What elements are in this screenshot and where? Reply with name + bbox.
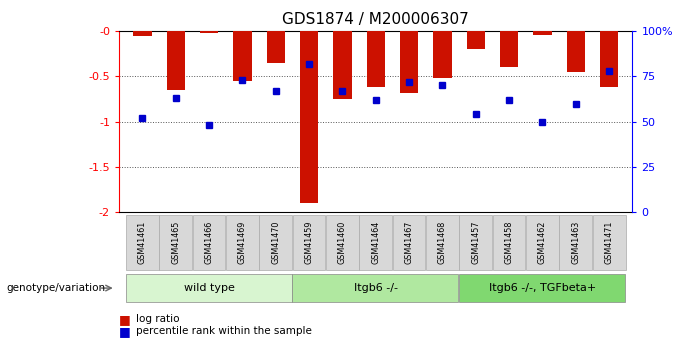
Bar [300, 31, 318, 203]
Text: GSM41469: GSM41469 [238, 221, 247, 264]
Text: log ratio: log ratio [136, 314, 180, 324]
FancyBboxPatch shape [359, 215, 392, 270]
FancyBboxPatch shape [192, 215, 226, 270]
Text: GSM41465: GSM41465 [171, 221, 180, 264]
Title: GDS1874 / M200006307: GDS1874 / M200006307 [282, 12, 469, 27]
Bar [433, 31, 452, 78]
FancyBboxPatch shape [292, 274, 458, 302]
FancyBboxPatch shape [492, 215, 526, 270]
FancyBboxPatch shape [526, 215, 559, 270]
Bar [200, 31, 218, 33]
Bar [133, 31, 152, 36]
FancyBboxPatch shape [126, 274, 292, 302]
Bar [367, 31, 385, 87]
FancyBboxPatch shape [459, 274, 625, 302]
Text: GSM41467: GSM41467 [405, 221, 413, 264]
Text: GSM41468: GSM41468 [438, 221, 447, 264]
FancyBboxPatch shape [326, 215, 359, 270]
Text: wild type: wild type [184, 283, 235, 293]
Text: GSM41461: GSM41461 [138, 221, 147, 264]
Bar [400, 31, 418, 92]
Text: genotype/variation: genotype/variation [7, 283, 106, 293]
FancyBboxPatch shape [259, 215, 292, 270]
Bar [600, 31, 618, 87]
FancyBboxPatch shape [292, 215, 326, 270]
Text: Itgb6 -/-, TGFbeta+: Itgb6 -/-, TGFbeta+ [489, 283, 596, 293]
Text: GSM41471: GSM41471 [605, 221, 613, 264]
FancyBboxPatch shape [226, 215, 259, 270]
Text: GSM41460: GSM41460 [338, 221, 347, 264]
Bar [333, 31, 352, 99]
FancyBboxPatch shape [559, 215, 592, 270]
Bar [466, 31, 485, 49]
Text: ■: ■ [119, 313, 131, 326]
Bar [533, 31, 551, 35]
Text: ■: ■ [119, 325, 131, 338]
FancyBboxPatch shape [159, 215, 192, 270]
Bar [167, 31, 185, 90]
FancyBboxPatch shape [592, 215, 626, 270]
Bar [566, 31, 585, 72]
Text: Itgb6 -/-: Itgb6 -/- [354, 283, 398, 293]
Text: GSM41463: GSM41463 [571, 221, 580, 264]
Text: GSM41464: GSM41464 [371, 221, 380, 264]
FancyBboxPatch shape [459, 215, 492, 270]
Text: GSM41466: GSM41466 [205, 221, 214, 264]
FancyBboxPatch shape [126, 215, 159, 270]
Text: GSM41462: GSM41462 [538, 221, 547, 264]
Text: GSM41458: GSM41458 [505, 221, 513, 264]
Text: GSM41470: GSM41470 [271, 221, 280, 264]
Text: GSM41457: GSM41457 [471, 221, 480, 264]
Text: GSM41459: GSM41459 [305, 221, 313, 264]
Text: percentile rank within the sample: percentile rank within the sample [136, 326, 312, 336]
Bar [233, 31, 252, 81]
Bar [500, 31, 518, 67]
Bar [267, 31, 285, 63]
FancyBboxPatch shape [426, 215, 459, 270]
FancyBboxPatch shape [392, 215, 426, 270]
